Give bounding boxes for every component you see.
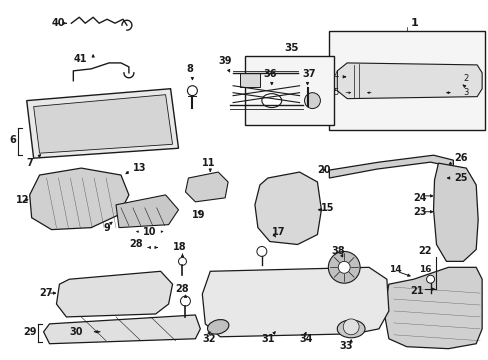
Text: 36: 36 xyxy=(264,69,277,79)
Polygon shape xyxy=(254,172,321,244)
Circle shape xyxy=(256,247,266,256)
Bar xyxy=(244,56,334,125)
Text: 6: 6 xyxy=(10,135,17,145)
Text: 24: 24 xyxy=(413,193,427,203)
Text: 23: 23 xyxy=(413,207,427,217)
Text: 32: 32 xyxy=(202,334,215,344)
Text: 4: 4 xyxy=(333,71,338,80)
Text: 25: 25 xyxy=(453,173,467,183)
Text: 39: 39 xyxy=(218,56,231,66)
Circle shape xyxy=(304,93,320,109)
Polygon shape xyxy=(27,89,178,158)
Polygon shape xyxy=(56,271,172,317)
Text: 29: 29 xyxy=(24,327,37,337)
Circle shape xyxy=(343,319,358,335)
Text: 19: 19 xyxy=(192,210,205,220)
Text: 35: 35 xyxy=(284,43,299,53)
Text: 22: 22 xyxy=(418,247,431,256)
Text: 20: 20 xyxy=(317,165,330,175)
Bar xyxy=(240,73,259,87)
Polygon shape xyxy=(337,63,481,99)
Polygon shape xyxy=(116,195,178,228)
Circle shape xyxy=(426,275,434,283)
Text: 15: 15 xyxy=(321,203,334,213)
Circle shape xyxy=(187,86,197,96)
Text: 14: 14 xyxy=(388,265,401,274)
Text: 40: 40 xyxy=(51,18,65,28)
Text: 28: 28 xyxy=(129,239,142,249)
Text: 12: 12 xyxy=(16,195,29,205)
Polygon shape xyxy=(202,267,388,337)
Text: 34: 34 xyxy=(299,334,312,344)
Text: 11: 11 xyxy=(202,158,215,168)
Text: 5: 5 xyxy=(333,88,338,97)
Text: 21: 21 xyxy=(410,286,424,296)
Circle shape xyxy=(338,261,349,273)
Text: 18: 18 xyxy=(172,243,186,252)
Text: 13: 13 xyxy=(133,163,146,173)
Polygon shape xyxy=(34,95,172,153)
Polygon shape xyxy=(433,163,477,261)
Polygon shape xyxy=(185,172,228,202)
Ellipse shape xyxy=(207,320,228,334)
Text: 3: 3 xyxy=(462,88,468,97)
Ellipse shape xyxy=(262,94,281,108)
Text: 2: 2 xyxy=(462,74,468,83)
Text: 27: 27 xyxy=(40,288,53,298)
Text: 1: 1 xyxy=(410,18,418,28)
Polygon shape xyxy=(43,315,200,344)
Circle shape xyxy=(180,296,190,306)
Polygon shape xyxy=(383,267,481,349)
Text: 38: 38 xyxy=(331,247,344,256)
Polygon shape xyxy=(30,168,129,230)
Circle shape xyxy=(327,251,359,283)
Text: 30: 30 xyxy=(69,327,82,337)
Text: 8: 8 xyxy=(186,64,193,74)
Text: 9: 9 xyxy=(103,222,110,233)
Text: 10: 10 xyxy=(142,226,156,237)
Text: 33: 33 xyxy=(339,341,352,351)
Text: 41: 41 xyxy=(73,54,87,64)
Ellipse shape xyxy=(337,320,365,338)
Text: 7: 7 xyxy=(27,158,33,168)
Text: 31: 31 xyxy=(262,334,275,344)
Text: 17: 17 xyxy=(271,226,285,237)
Text: 26: 26 xyxy=(453,153,467,163)
Circle shape xyxy=(178,257,186,265)
Bar xyxy=(328,31,484,130)
Polygon shape xyxy=(328,155,452,178)
Text: 28: 28 xyxy=(175,284,189,294)
Text: 37: 37 xyxy=(302,69,315,79)
Text: 16: 16 xyxy=(418,265,430,274)
